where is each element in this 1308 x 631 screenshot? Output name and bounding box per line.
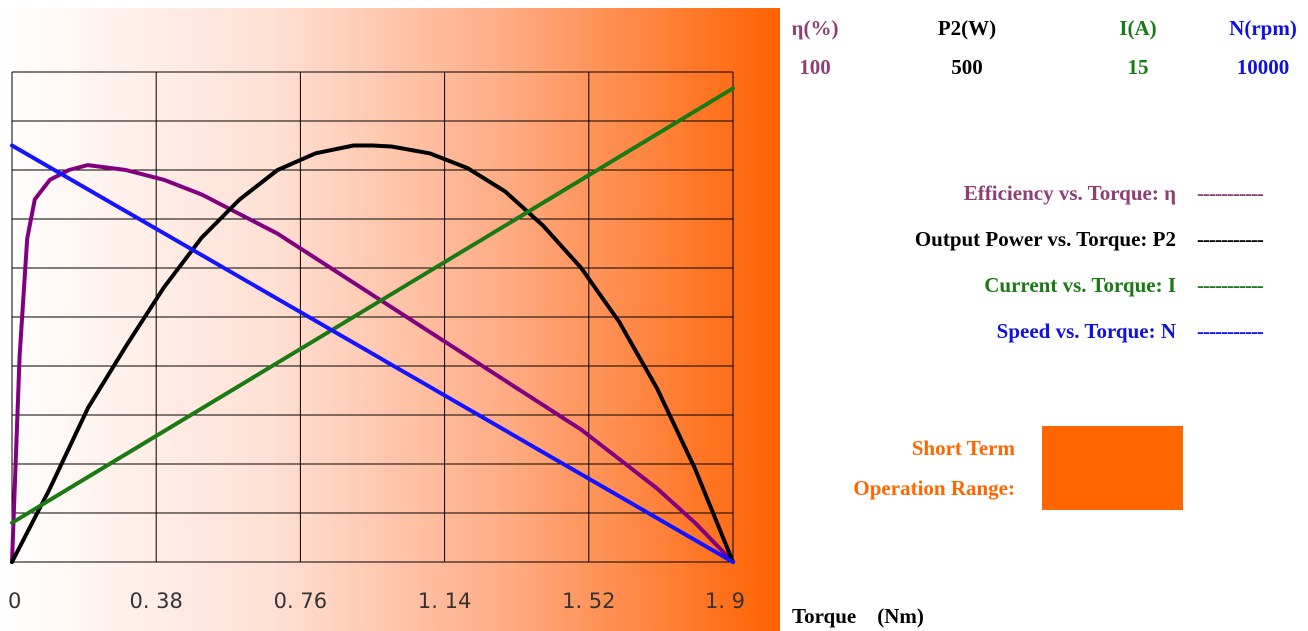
series-line-power <box>10 143 735 564</box>
x-tick-label: 0. 38 <box>129 589 182 613</box>
axis-header-label: N(rpm) <box>1229 16 1297 40</box>
short-term-label-1: Short Term <box>911 436 1015 460</box>
chart-grid <box>11 71 734 563</box>
x-tick-labels: 0 0. 38 0. 76 1. 14 1. 52 1. 9 <box>8 589 745 613</box>
legend-label: Output Power vs. Torque: P2 <box>914 227 1176 251</box>
legend-dash: ----------- <box>1197 319 1264 343</box>
axis-header-max: 500 <box>951 55 983 79</box>
legend-label: Current vs. Torque: I <box>984 273 1176 297</box>
legend-label: Efficiency vs. Torque: η <box>963 181 1176 205</box>
legend-dash: ----------- <box>1197 181 1264 205</box>
axis-header-max: 15 <box>1127 55 1149 79</box>
x-tick-label: 1. 52 <box>562 589 615 613</box>
operation-range-background <box>0 8 780 631</box>
x-tick-label: 0 <box>8 589 21 613</box>
x-tick-label: 1. 9 <box>705 589 745 613</box>
x-tick-label: 1. 14 <box>418 589 471 613</box>
series-line-efficiency <box>10 163 735 564</box>
short-term-label-2: Operation Range: <box>853 476 1015 500</box>
legend-dash: ----------- <box>1197 273 1264 297</box>
axis-header-label: I(A) <box>1119 16 1157 40</box>
short-term-swatch <box>1042 426 1183 510</box>
x-tick-label: 0. 76 <box>274 589 327 613</box>
legend-dash: ----------- <box>1197 227 1264 251</box>
series-line-speed <box>10 143 735 564</box>
axis-header-label: P2(W) <box>937 16 997 40</box>
axis-header-max: 100 <box>799 55 831 79</box>
chart-series <box>10 86 735 564</box>
series-line-current <box>10 86 735 525</box>
x-axis-label: Torque (Nm) <box>792 604 924 628</box>
axis-header-max: 10000 <box>1236 55 1290 79</box>
axis-header-label: η(%) <box>791 16 839 40</box>
legend-label: Speed vs. Torque: N <box>996 319 1176 343</box>
performance-chart: 0 0. 38 0. 76 1. 14 1. 52 1. 9 <box>0 8 780 631</box>
